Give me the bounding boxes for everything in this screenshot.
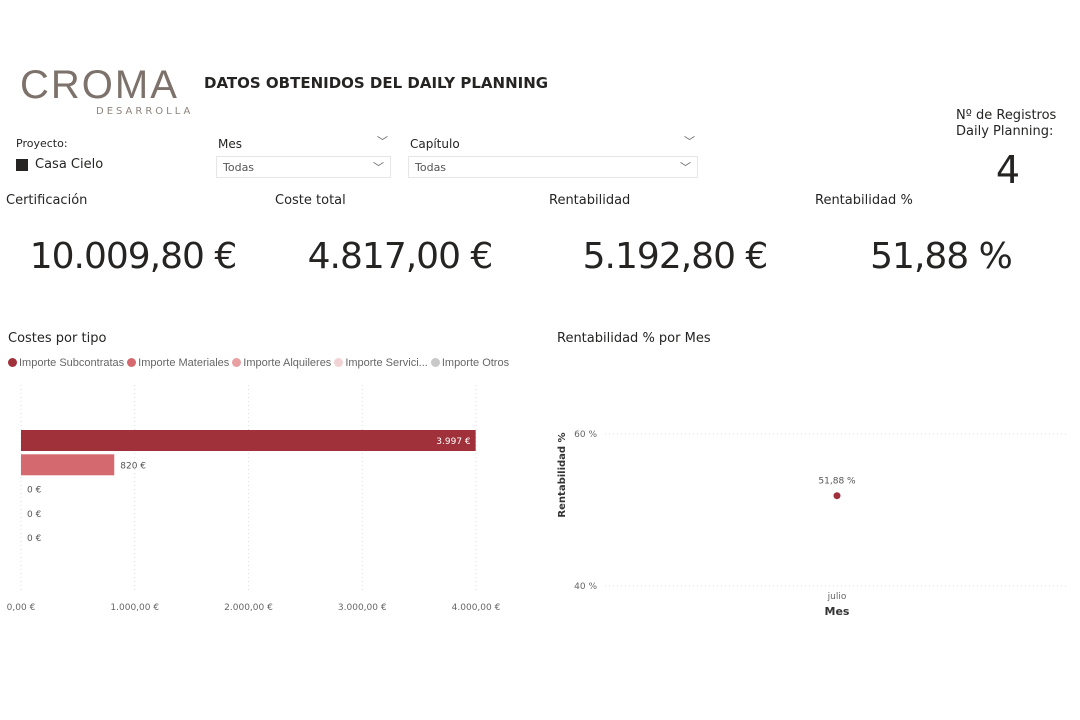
y-tick-label: 40 %	[574, 582, 597, 592]
costes-bar-chart: 0,00 € 1.000,00 € 2.000,00 € 3.000,00 € 4.00…	[7, 385, 501, 613]
legend-dot	[430, 358, 440, 367]
legend-label: Importe Otros	[441, 357, 510, 369]
x-tick-label: julio	[827, 592, 847, 602]
x-tick-label: 3.000,00 €	[338, 603, 387, 613]
mes-dropdown[interactable]: Todas ﹀	[216, 156, 391, 178]
bar[interactable]	[21, 430, 476, 451]
registros-value: 4	[995, 148, 1021, 192]
legend-label: Importe Materiales	[138, 357, 230, 369]
legend-item[interactable]: Importe Alquileres	[232, 357, 331, 369]
data-label: 3.997 €	[436, 437, 471, 447]
data-label: 51,88 %	[818, 477, 856, 487]
chevron-down-icon: ﹀	[680, 161, 691, 174]
data-label: 0 €	[27, 486, 42, 496]
x-tick-label: 4.000,00 €	[452, 603, 501, 613]
page-title: DATOS OBTENIDOS DEL DAILY PLANNING	[204, 74, 549, 92]
y-axis-title: Rentabilidad %	[557, 432, 568, 517]
x-axis-title: Mes	[825, 605, 850, 618]
registros-label-line2: Daily Planning:	[956, 124, 1054, 139]
x-tick-label: 1.000,00 €	[110, 603, 159, 613]
x-tick-label: 2.000,00 €	[224, 603, 273, 613]
proyecto-label: Proyecto:	[16, 137, 68, 150]
registros-label-line1: Nº de Registros	[956, 108, 1057, 123]
croma-logo: CROMA DESARROLLA	[20, 63, 194, 120]
costes-legend: Importe Subcontratas Importe Materiales Im…	[8, 357, 509, 369]
data-point[interactable]	[833, 492, 841, 500]
legend-label: Importe Subcontratas	[19, 357, 125, 369]
proyecto-value: Casa Cielo	[35, 157, 104, 172]
logo-subtext: DESARROLLA	[96, 106, 194, 117]
data-label: 0 €	[27, 534, 42, 544]
legend-dot	[127, 358, 137, 367]
legend-dot	[232, 358, 242, 367]
proyecto-option[interactable]: Casa Cielo	[16, 157, 103, 172]
costes-chart-title: Costes por tipo	[8, 331, 107, 346]
legend-label: Importe Alquileres	[243, 357, 332, 369]
logo-text: CROMA	[20, 63, 179, 107]
capitulo-value: Todas	[415, 161, 447, 174]
bar[interactable]	[21, 454, 115, 476]
chevron-down-icon[interactable]: ﹀	[377, 135, 388, 148]
kpi-coste-label: Coste total	[275, 193, 346, 208]
legend-dot	[334, 358, 344, 367]
rentabilidad-scatter-chart: 40 % 60 % 51,88 % julio Mes Rentabilidad %	[557, 430, 1068, 618]
kpi-certificacion-label: Certificación	[6, 193, 88, 208]
kpi-coste-value: 4.817,00 €	[307, 236, 494, 277]
legend-dot	[8, 358, 17, 367]
kpi-rentabilidad-label: Rentabilidad	[549, 193, 631, 208]
data-label: 0 €	[27, 510, 42, 520]
legend-label: Importe Servici...	[345, 357, 428, 369]
checkbox-icon[interactable]	[16, 158, 28, 171]
kpi-rentabilidad-pct-value: 51,88 %	[870, 236, 1013, 277]
x-tick-label: 0,00 €	[7, 603, 36, 613]
kpi-rentabilidad-value: 5.192,80 €	[582, 236, 769, 277]
chevron-down-icon: ﹀	[373, 161, 384, 174]
legend-item[interactable]: Importe Servici...	[334, 357, 428, 369]
legend-item[interactable]: Importe Otros	[430, 357, 510, 369]
capitulo-label: Capítulo	[410, 137, 460, 151]
mes-label: Mes	[218, 137, 242, 151]
y-tick-label: 60 %	[574, 430, 597, 440]
registros-label: Nº de Registros Daily Planning:	[956, 108, 1056, 140]
chevron-down-icon[interactable]: ﹀	[684, 135, 695, 148]
kpi-certificacion-value: 10.009,80 €	[29, 236, 238, 277]
legend-item[interactable]: Importe Subcontratas	[8, 357, 124, 369]
rentabilidad-chart-title: Rentabilidad % por Mes	[557, 331, 711, 346]
kpi-rentabilidad-pct-label: Rentabilidad %	[815, 193, 913, 208]
legend-item[interactable]: Importe Materiales	[127, 357, 229, 369]
capitulo-dropdown[interactable]: Todas ﹀	[408, 156, 698, 178]
mes-value: Todas	[223, 161, 255, 174]
data-label: 820 €	[120, 461, 146, 471]
